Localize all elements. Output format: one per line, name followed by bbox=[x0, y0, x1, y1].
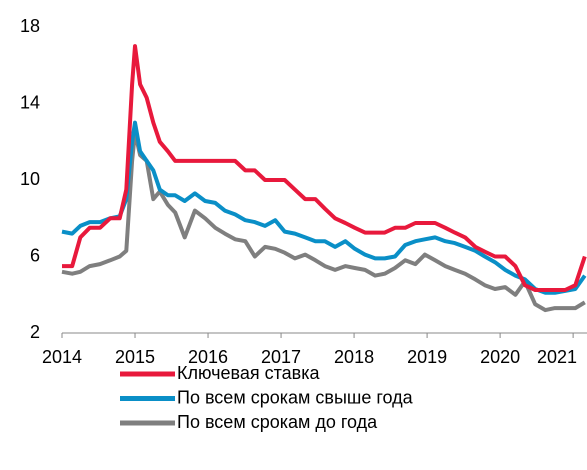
y-tick-label: 18 bbox=[20, 16, 40, 36]
series-line bbox=[61, 120, 587, 295]
x-tick-label: 2015 bbox=[115, 347, 155, 367]
x-tick-label: 2018 bbox=[334, 347, 374, 367]
x-tick-label: 2019 bbox=[407, 347, 447, 367]
y-tick-label: 14 bbox=[20, 92, 40, 112]
x-tick-label: 2017 bbox=[261, 347, 301, 367]
y-tick-label: 6 bbox=[30, 245, 40, 265]
y-tick-label: 2 bbox=[30, 322, 40, 342]
legend-label: По всем срокам до года bbox=[177, 412, 378, 432]
x-tick-label: 2020 bbox=[480, 347, 520, 367]
x-tick-label: 2016 bbox=[188, 347, 228, 367]
legend-label: Ключевая ставка bbox=[177, 363, 320, 383]
x-tick-label: 2021 bbox=[537, 347, 577, 367]
legend-label: По всем срокам свыше года bbox=[177, 387, 414, 407]
y-tick-label: 10 bbox=[20, 169, 40, 189]
series-line bbox=[62, 44, 587, 292]
x-tick-label: 2014 bbox=[42, 347, 82, 367]
series-line bbox=[61, 130, 586, 313]
